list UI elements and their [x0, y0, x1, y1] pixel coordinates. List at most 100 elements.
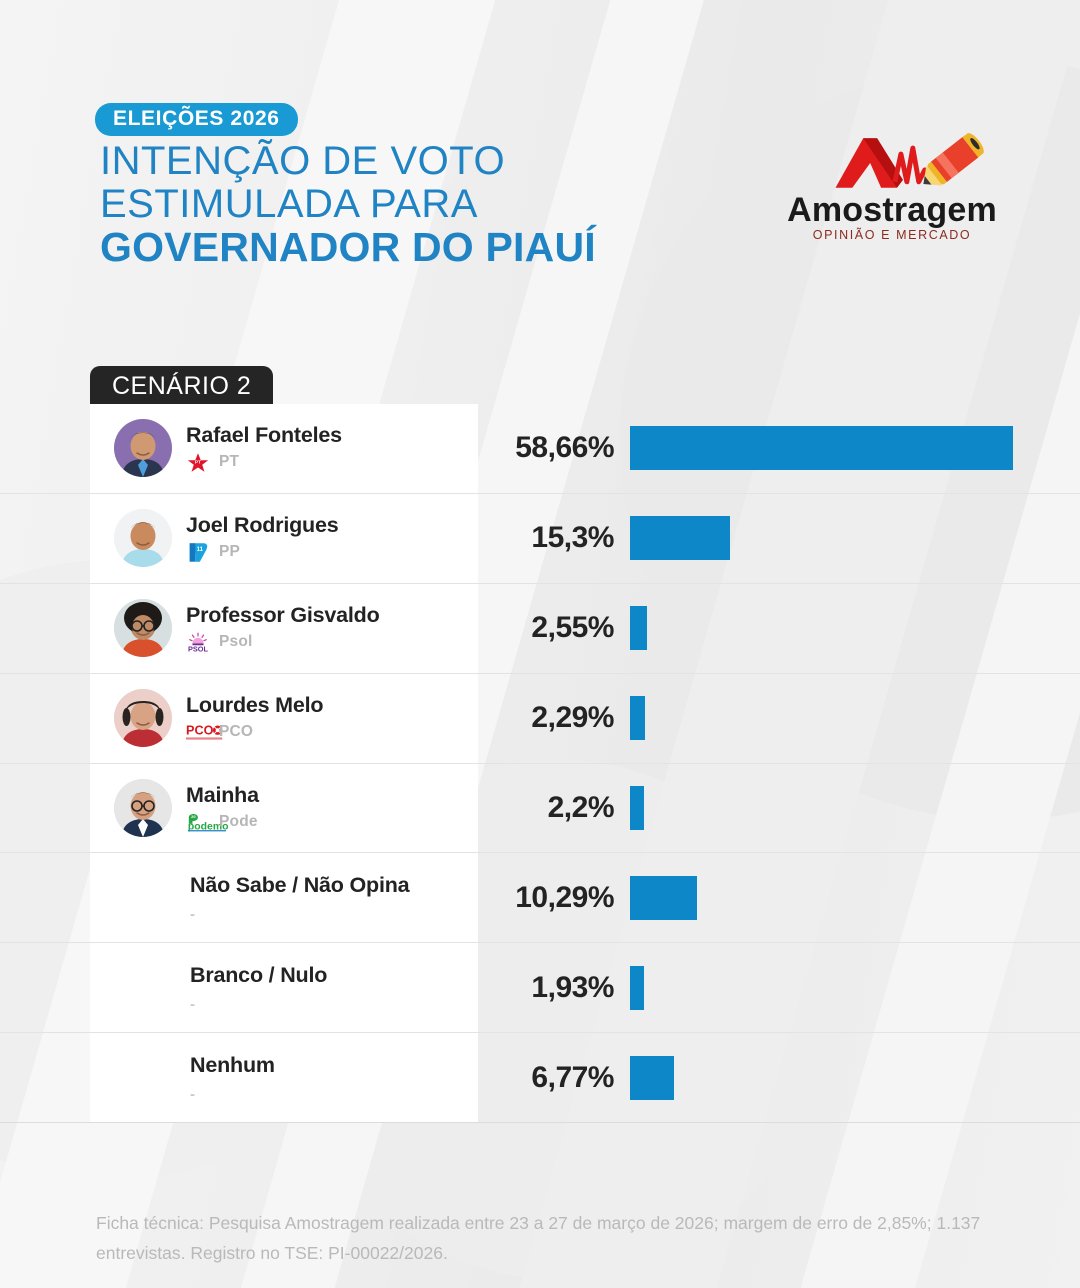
- value-bar: [630, 516, 730, 561]
- logo-mark-icon: [778, 130, 1006, 192]
- table-row: Nenhum - 6,77%: [0, 1033, 1080, 1124]
- candidate-identity: Lourdes Melo PCO PCO: [186, 693, 324, 743]
- candidate-name: Lourdes Melo: [186, 693, 324, 718]
- party-placeholder: -: [190, 995, 195, 1013]
- party-row: -: [190, 901, 409, 923]
- svg-text:podemos: podemos: [188, 821, 228, 832]
- candidate-name: Mainha: [186, 783, 259, 807]
- value-bar: [630, 875, 698, 920]
- amostragem-logo: Amostragem OPINIÃO E MERCADO: [778, 130, 1006, 252]
- candidate-name: Não Sabe / Não Opina: [190, 872, 410, 897]
- candidate-card: Não Sabe / Não Opina -: [90, 853, 478, 943]
- candidate-identity: Não Sabe / Não Opina -: [190, 872, 410, 923]
- party-abbr: PT: [219, 453, 240, 471]
- page-title: INTENÇÃO DE VOTO ESTIMULADA PARA GOVERNA…: [100, 140, 596, 269]
- svg-text:PT: PT: [195, 460, 201, 466]
- party-row: 11 PP: [186, 541, 339, 563]
- table-row: Lourdes Melo PCO PCO 2,29%: [0, 673, 1080, 764]
- logo-tagline: OPINIÃO E MERCADO: [812, 228, 972, 242]
- avatar-joel-rodrigues: [114, 509, 172, 568]
- psol-logo: PSOL: [186, 632, 212, 653]
- podemos-logo: 20 podemos: [186, 812, 228, 832]
- party-abbr: PCO: [219, 723, 254, 741]
- pco-logo: PCO: [186, 722, 223, 742]
- avatar-lourdes-melo: [114, 689, 172, 748]
- percentage-value: 6,77%: [531, 1060, 614, 1094]
- percentage-cell: 2,29%: [478, 674, 630, 763]
- value-bar: [630, 965, 644, 1010]
- scenario-badge: CENÁRIO 2: [90, 366, 274, 407]
- party-row: -: [190, 1081, 275, 1103]
- bar-track: [630, 764, 1080, 853]
- candidate-identity: Joel Rodrigues 11 PP: [186, 513, 339, 563]
- party-abbr: Psol: [219, 633, 253, 651]
- avatar-mainha: [114, 779, 172, 837]
- svg-text:11: 11: [197, 547, 204, 553]
- header: ELEIÇÕES 2026 INTENÇÃO DE VOTO ESTIMULAD…: [0, 0, 1080, 360]
- party-abbr: PP: [219, 543, 241, 561]
- percentage-value: 2,29%: [531, 701, 614, 735]
- party-row: PCO PCO: [186, 721, 323, 743]
- table-row: Rafael Fonteles PT PT 58,66%: [0, 404, 1080, 494]
- pp-logo: 11: [186, 542, 212, 563]
- table-row: Mainha 20 podemos Pode 2,2%: [0, 763, 1080, 854]
- party-row: PSOL Psol: [186, 631, 380, 653]
- avatar-professor-gisvaldo: [114, 599, 172, 658]
- party-row: -: [190, 991, 327, 1013]
- election-year-badge: ELEIÇÕES 2026: [95, 103, 298, 136]
- candidate-identity: Professor Gisvaldo PSOL Psol: [186, 603, 380, 653]
- title-line-1: INTENÇÃO DE VOTO: [100, 139, 506, 183]
- candidate-card: Lourdes Melo PCO PCO: [90, 673, 478, 763]
- value-bar: [630, 1055, 675, 1100]
- value-bar: [630, 786, 645, 830]
- table-row: Não Sabe / Não Opina - 10,29%: [0, 853, 1080, 944]
- table-row: Professor Gisvaldo PSOL Psol 2,55%: [0, 583, 1080, 674]
- table-row: Branco / Nulo - 1,93%: [0, 943, 1080, 1034]
- bar-track: [630, 1033, 1080, 1122]
- percentage-cell: 10,29%: [478, 853, 630, 942]
- candidate-name: Rafael Fonteles: [186, 423, 342, 448]
- svg-text:PSOL: PSOL: [188, 645, 209, 653]
- party-row: PT PT: [186, 451, 342, 473]
- candidate-identity: Mainha 20 podemos Pode: [186, 783, 259, 833]
- percentage-cell: 2,55%: [478, 584, 630, 673]
- percentage-cell: 2,2%: [478, 764, 630, 853]
- avatar-rafael-fonteles: [114, 419, 172, 478]
- value-bar: [630, 606, 647, 651]
- bar-track: [630, 404, 1080, 493]
- title-line-3: GOVERNADOR DO PIAUÍ: [100, 224, 596, 270]
- bar-track: [630, 853, 1080, 942]
- percentage-value: 15,3%: [531, 521, 614, 555]
- candidate-card: Mainha 20 podemos Pode: [90, 763, 478, 853]
- candidate-card: Joel Rodrigues 11 PP: [90, 493, 478, 583]
- bar-track: [630, 943, 1080, 1032]
- candidate-name: Joel Rodrigues: [186, 513, 339, 538]
- candidate-name: Professor Gisvaldo: [186, 603, 380, 628]
- candidate-card: Nenhum -: [90, 1033, 478, 1123]
- candidate-identity: Branco / Nulo -: [190, 963, 327, 1013]
- candidate-card: Branco / Nulo -: [90, 943, 478, 1033]
- candidate-name: Branco / Nulo: [190, 962, 328, 987]
- bar-track: [630, 584, 1080, 673]
- value-bar: [630, 426, 1013, 471]
- value-bar: [630, 696, 645, 741]
- candidate-identity: Rafael Fonteles PT PT: [186, 423, 342, 473]
- candidate-card: Rafael Fonteles PT PT: [90, 404, 478, 493]
- poll-results-table: Rafael Fonteles PT PT 58,66% Joel Rodrig…: [0, 404, 1080, 1124]
- bar-track: [630, 494, 1080, 583]
- percentage-cell: 1,93%: [478, 943, 630, 1032]
- candidate-identity: Nenhum -: [190, 1053, 275, 1103]
- bar-track: [630, 674, 1080, 763]
- percentage-value: 10,29%: [515, 880, 614, 914]
- pt-star-logo: PT: [186, 452, 212, 473]
- title-line-2: ESTIMULADA PARA: [100, 182, 478, 226]
- percentage-cell: 15,3%: [478, 494, 630, 583]
- percentage-cell: 6,77%: [478, 1033, 630, 1122]
- percentage-value: 58,66%: [515, 431, 614, 465]
- percentage-cell: 58,66%: [478, 404, 630, 493]
- party-row: 20 podemos Pode: [186, 811, 259, 833]
- candidate-card: Professor Gisvaldo PSOL Psol: [90, 583, 478, 673]
- svg-text:20: 20: [191, 814, 196, 819]
- methodology-footnote: Ficha técnica: Pesquisa Amostragem reali…: [96, 1213, 981, 1263]
- table-row: Joel Rodrigues 11 PP 15,3%: [0, 493, 1080, 584]
